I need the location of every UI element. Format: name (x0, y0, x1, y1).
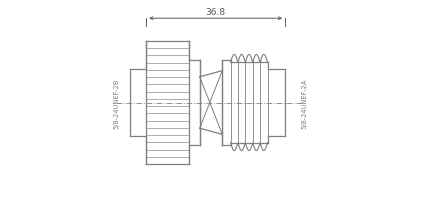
Text: 5/8-24UNEF-2A: 5/8-24UNEF-2A (302, 78, 308, 128)
Text: 36.8: 36.8 (206, 8, 226, 17)
Text: 5/8-24UNEF-2B: 5/8-24UNEF-2B (113, 78, 119, 128)
